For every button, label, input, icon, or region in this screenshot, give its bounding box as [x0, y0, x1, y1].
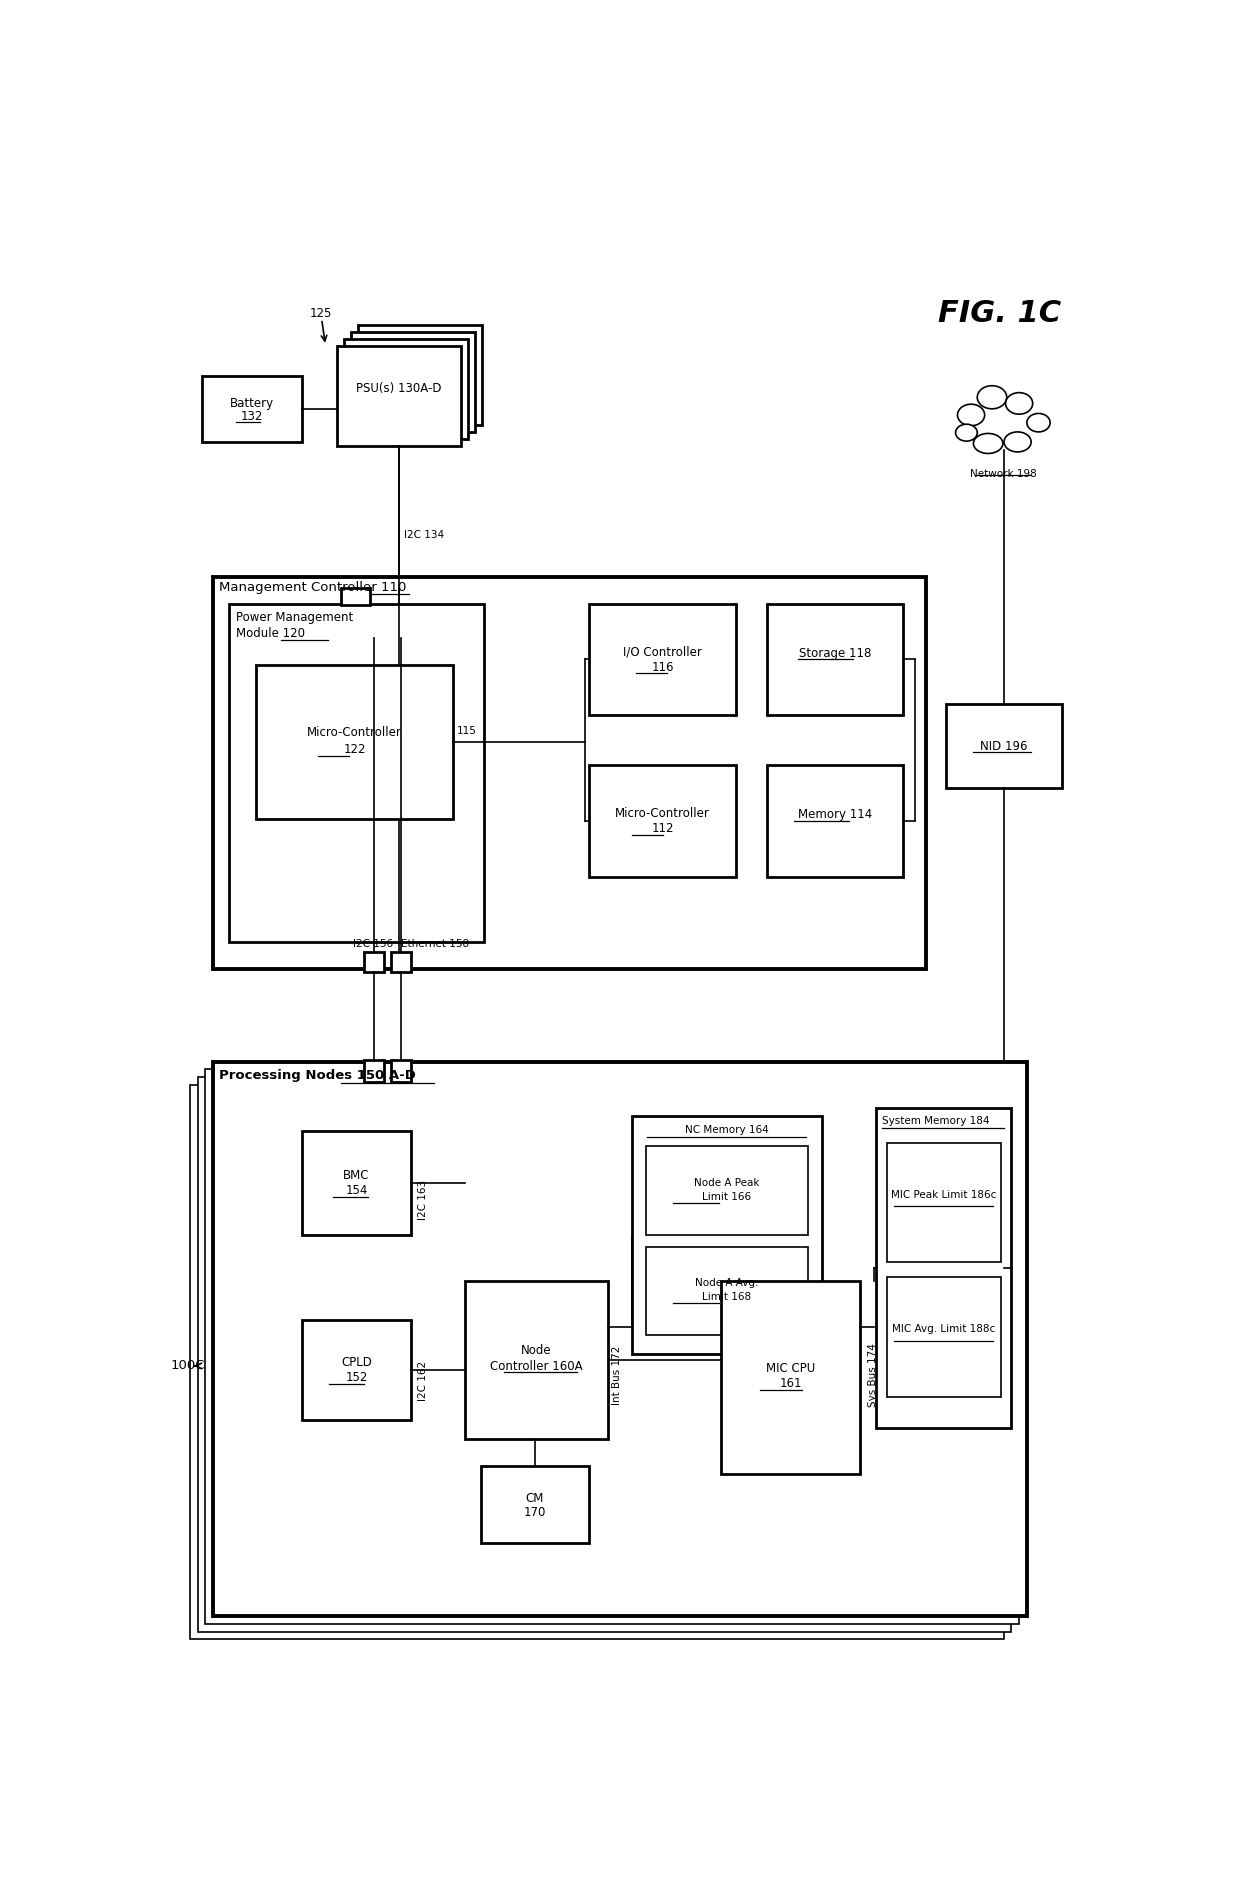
Bar [201, 377, 303, 441]
Bar [337, 345, 461, 445]
Bar [887, 1277, 1001, 1398]
Text: I/O Controller: I/O Controller [624, 645, 702, 658]
Text: Int Bus 172: Int Bus 172 [613, 1347, 622, 1405]
Ellipse shape [1004, 432, 1032, 453]
Text: Processing Nodes 150 A-D: Processing Nodes 150 A-D [219, 1069, 417, 1083]
Text: Battery: Battery [229, 396, 274, 409]
Bar [646, 1247, 807, 1335]
Ellipse shape [973, 434, 1003, 453]
Bar [206, 1069, 1019, 1624]
Bar [465, 1281, 609, 1439]
Text: MIC Avg. Limit 188c: MIC Avg. Limit 188c [892, 1324, 996, 1335]
Text: I2C 163: I2C 163 [418, 1181, 428, 1220]
Text: CPLD: CPLD [341, 1356, 372, 1369]
Bar [341, 588, 371, 605]
Text: 100C: 100C [171, 1360, 205, 1373]
Bar [351, 332, 475, 432]
Ellipse shape [957, 404, 985, 426]
Bar [197, 1077, 1012, 1631]
Text: Ethernet 158: Ethernet 158 [401, 939, 469, 949]
Text: 154: 154 [345, 1184, 368, 1198]
Ellipse shape [1006, 392, 1033, 415]
Bar [768, 604, 903, 715]
Bar [631, 1117, 821, 1354]
Text: 116: 116 [651, 660, 673, 673]
Text: I2C 162: I2C 162 [418, 1362, 428, 1401]
Text: Limit 166: Limit 166 [702, 1192, 751, 1201]
Text: Node A Peak: Node A Peak [694, 1179, 759, 1188]
Bar [303, 1132, 410, 1235]
Bar [213, 1062, 1027, 1616]
Text: 115: 115 [458, 726, 477, 736]
Bar [228, 604, 485, 943]
Bar [887, 1143, 1001, 1262]
Text: 170: 170 [523, 1505, 546, 1518]
Text: NC Memory 164: NC Memory 164 [684, 1124, 769, 1135]
Bar [720, 1281, 861, 1473]
Text: Micro-Controller: Micro-Controller [308, 726, 402, 739]
Bar [392, 952, 410, 971]
Text: 125: 125 [310, 307, 332, 321]
Bar [345, 339, 469, 439]
Text: 112: 112 [651, 822, 673, 835]
Text: Micro-Controller: Micro-Controller [615, 807, 711, 820]
Bar [589, 604, 737, 715]
Ellipse shape [956, 424, 977, 441]
Bar [213, 577, 926, 969]
Bar [646, 1147, 807, 1235]
Ellipse shape [977, 387, 1007, 409]
Text: I2C 156: I2C 156 [353, 939, 393, 949]
Text: PSU(s) 130A-D: PSU(s) 130A-D [356, 381, 441, 394]
Text: CM: CM [526, 1492, 544, 1505]
Bar [365, 952, 383, 971]
Ellipse shape [1027, 413, 1050, 432]
Text: 152: 152 [345, 1371, 368, 1384]
Text: Node: Node [521, 1345, 552, 1358]
Text: NID 196: NID 196 [980, 739, 1028, 753]
Bar [481, 1465, 589, 1543]
Text: Controller 160A: Controller 160A [490, 1360, 583, 1373]
Bar [589, 766, 737, 877]
Text: MIC Peak Limit 186c: MIC Peak Limit 186c [890, 1190, 996, 1199]
Bar [875, 1107, 1012, 1428]
Text: System Memory 184: System Memory 184 [882, 1117, 990, 1126]
Text: Limit 168: Limit 168 [702, 1292, 751, 1301]
Bar [392, 1060, 410, 1083]
Bar [358, 324, 482, 424]
Bar [255, 666, 454, 819]
Bar [190, 1084, 1003, 1639]
Text: Power Management: Power Management [237, 611, 353, 624]
Bar [365, 1060, 383, 1083]
Bar [768, 766, 903, 877]
Text: Sys Bus 174: Sys Bus 174 [868, 1343, 878, 1407]
Text: 132: 132 [241, 411, 263, 422]
Text: MIC CPU: MIC CPU [766, 1362, 815, 1375]
Text: Management Controller 110: Management Controller 110 [219, 581, 407, 594]
Text: Network 198: Network 198 [970, 470, 1037, 479]
Text: FIG. 1C: FIG. 1C [937, 300, 1061, 328]
Text: 122: 122 [343, 743, 366, 756]
Bar [945, 703, 1061, 788]
Text: Memory 114: Memory 114 [797, 809, 872, 822]
Text: 161: 161 [779, 1377, 802, 1390]
Text: Module 120: Module 120 [237, 626, 305, 639]
Text: Storage 118: Storage 118 [799, 647, 872, 660]
Text: I2C 134: I2C 134 [404, 530, 444, 541]
Text: Node A Avg.: Node A Avg. [694, 1279, 758, 1288]
Bar [303, 1320, 410, 1420]
Text: BMC: BMC [343, 1169, 370, 1183]
